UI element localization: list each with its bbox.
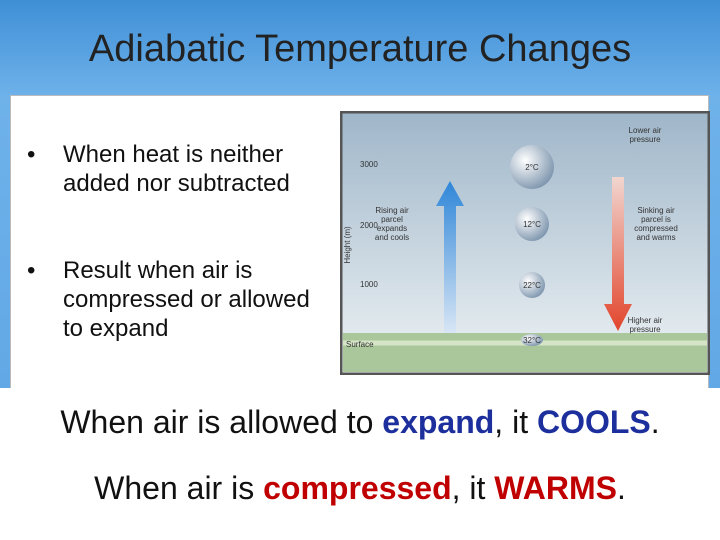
parcel-temp: 2°C [525, 163, 539, 172]
diagram-label: compressed [634, 224, 678, 233]
text: When air is allowed to [60, 404, 383, 440]
diagram: Height (m) 3000 2000 1000 Surface 2°C 12… [340, 111, 710, 375]
height-label: 1000 [360, 280, 378, 289]
diagram-label: pressure [629, 325, 661, 334]
emphasis: compressed [263, 470, 452, 506]
text: . [650, 404, 660, 440]
height-label: 3000 [360, 160, 378, 169]
diagram-label: and warms [636, 233, 675, 242]
emphasis: expand [382, 404, 495, 440]
diagram-label: pressure [629, 135, 661, 144]
statement: When air is compressed, it WARMS. [0, 470, 720, 507]
bullet-text: Result when air is compressed or allowed… [63, 257, 310, 342]
diagram-label: Higher air [628, 316, 663, 325]
bullet-text: When heat is neither added nor subtracte… [63, 141, 290, 197]
emphasis: COOLS [536, 404, 651, 440]
parcel [515, 207, 549, 241]
parcel [519, 272, 545, 298]
sinking-arrow [604, 177, 632, 331]
parcel-temp: 12°C [523, 220, 541, 229]
slide-title: Adiabatic Temperature Changes [88, 28, 632, 70]
diagram-label: Lower air [629, 126, 662, 135]
text: When air is [94, 470, 264, 506]
statement-area: When air is allowed to expand, it COOLS.… [0, 388, 720, 540]
diagram-label: Sinking air [637, 206, 675, 215]
emphasis: WARMS [494, 470, 617, 506]
bullet-dot: • [27, 257, 36, 284]
diagram-label: and cools [375, 233, 409, 242]
parcel [521, 334, 543, 346]
statement: When air is allowed to expand, it COOLS. [0, 404, 720, 441]
height-label: Surface [346, 340, 374, 349]
parcel-temp: 22°C [523, 281, 541, 290]
bullet-dot: • [27, 141, 36, 168]
diagram-label: parcel is [641, 215, 671, 224]
text: , it [451, 470, 495, 506]
diagram-label: Rising air [375, 206, 409, 215]
text: , it [494, 404, 537, 440]
parcel [510, 145, 554, 189]
text: . [616, 470, 626, 506]
diagram-label: expands [377, 224, 407, 233]
diagram-label: parcel [381, 215, 403, 224]
axis-label: Height (m) [343, 226, 352, 264]
rising-arrow [436, 181, 464, 333]
height-label: 2000 [360, 221, 378, 230]
parcel-temp: 32°C [523, 336, 541, 345]
